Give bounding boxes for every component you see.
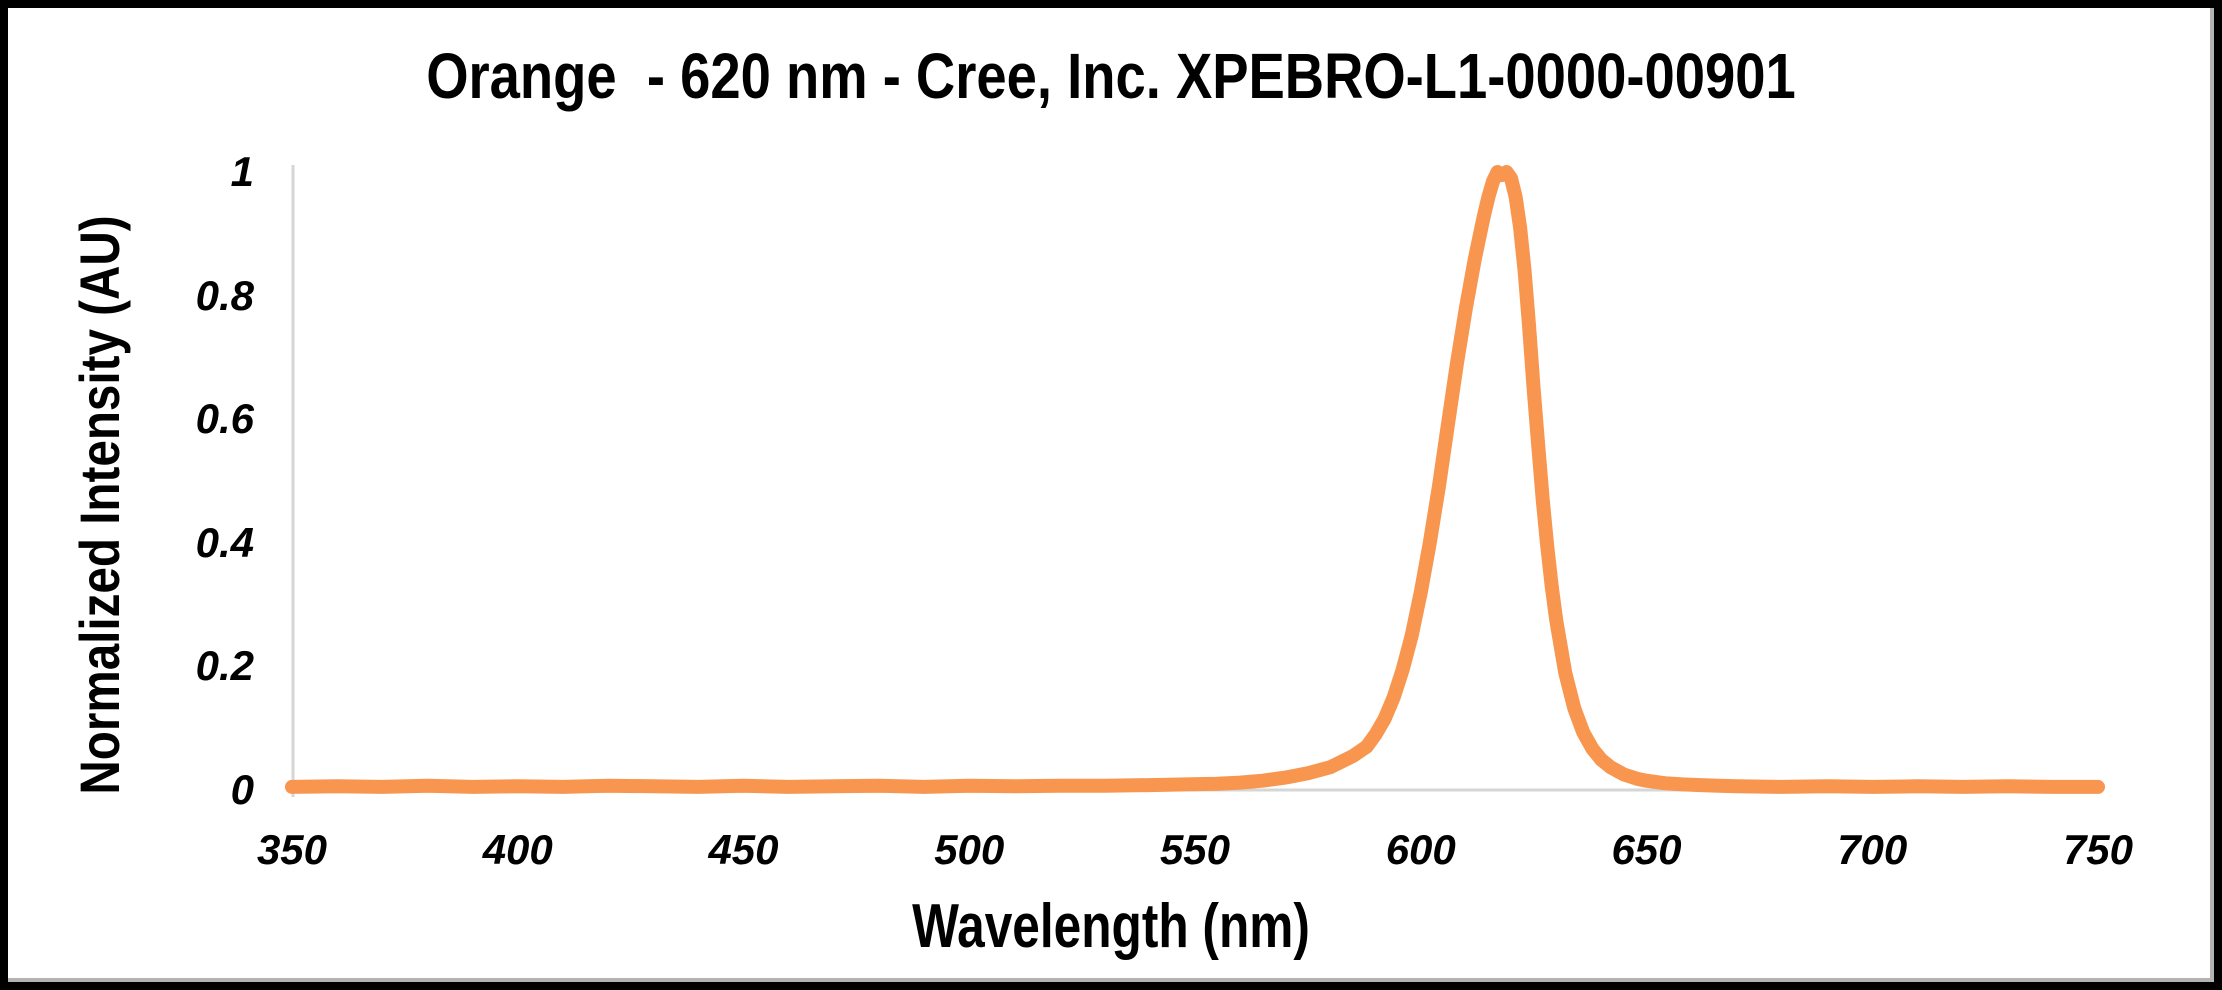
x-tick-label: 650 [1611,826,1682,873]
x-tick-label: 500 [934,826,1005,873]
y-tick-label: 0.2 [195,642,254,690]
y-tick-label: 0.6 [195,395,254,443]
x-tick-label: 600 [1385,826,1456,873]
x-tick-label: 550 [1159,826,1231,873]
y-tick-label: 0.8 [195,271,254,319]
chart-title: Orange - 620 nm - Cree, Inc. XPEBRO-L1-0… [426,40,1796,112]
x-tick-label: 450 [708,826,779,873]
y-tick-label: 0 [230,766,254,813]
x-tick-label: 350 [256,826,328,873]
x-tick-label: 700 [1837,826,1908,873]
spectrum-curve [285,165,2105,794]
x-tick-label: 750 [2062,826,2134,873]
y-tick-label: 0.4 [195,518,254,566]
x-axis-title: Wavelength (nm) [912,892,1310,961]
x-tick-label: 400 [482,826,553,873]
y-tick-label: 1 [230,148,254,195]
